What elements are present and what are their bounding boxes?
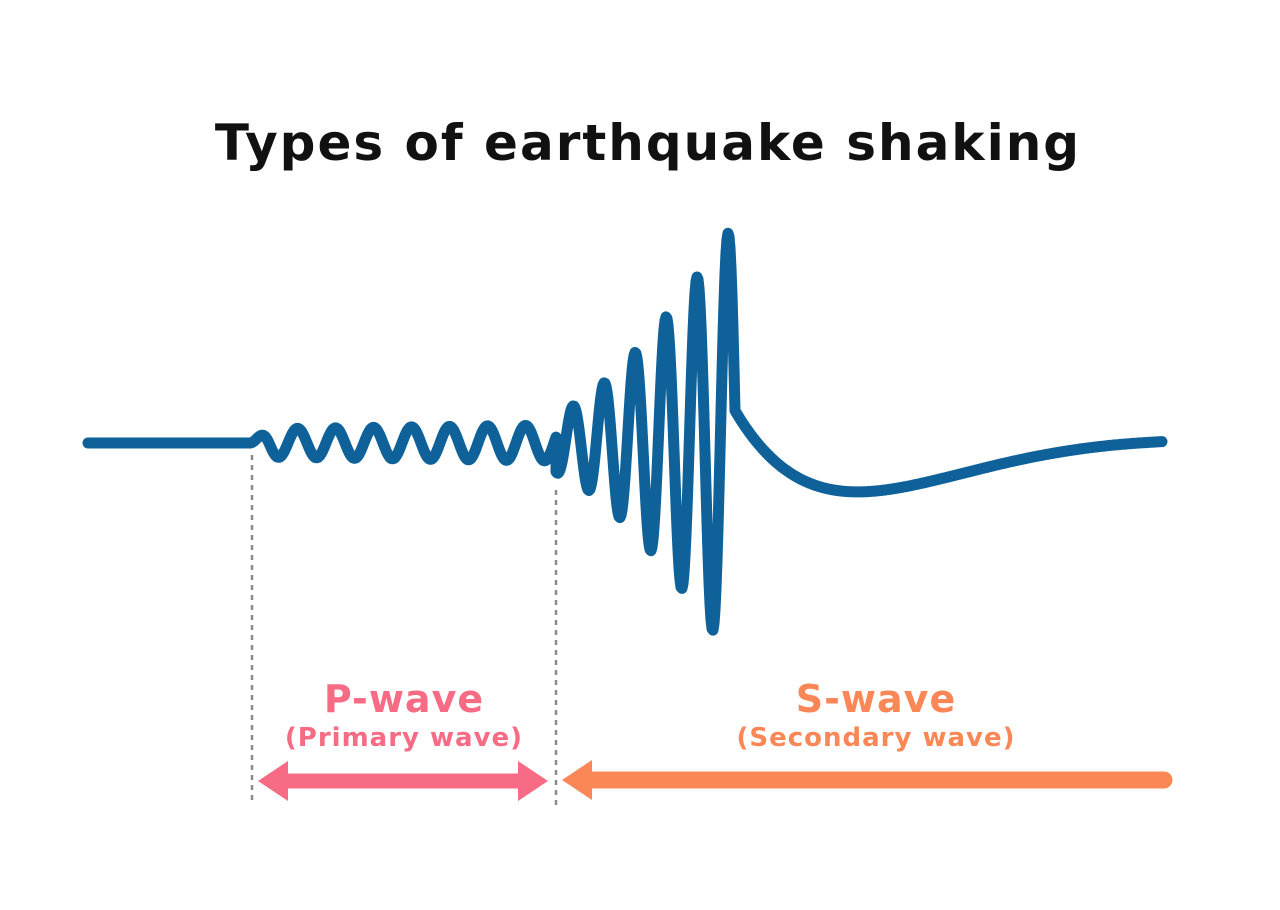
p-wave-duration-arrow xyxy=(258,761,548,801)
s-wave-duration-arrow xyxy=(562,760,1173,800)
diagram-title: Types of earthquake shaking xyxy=(214,114,1082,172)
s-wave-full-name: (Secondary wave) xyxy=(736,723,1015,753)
p-wave-full-name: (Primary wave) xyxy=(285,723,523,753)
s-wave-label: S-wave xyxy=(796,677,956,721)
p-wave-label: P-wave xyxy=(324,677,484,721)
seismogram-trace xyxy=(82,227,1168,636)
